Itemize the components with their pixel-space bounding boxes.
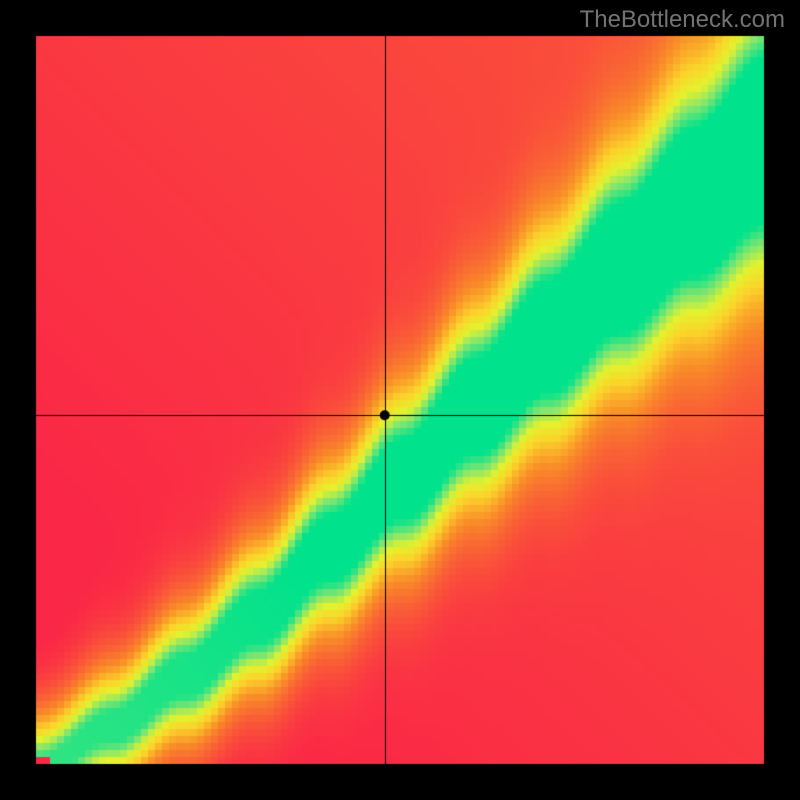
chart-container: TheBottleneck.com: [0, 0, 800, 800]
heatmap-canvas: [0, 0, 800, 800]
